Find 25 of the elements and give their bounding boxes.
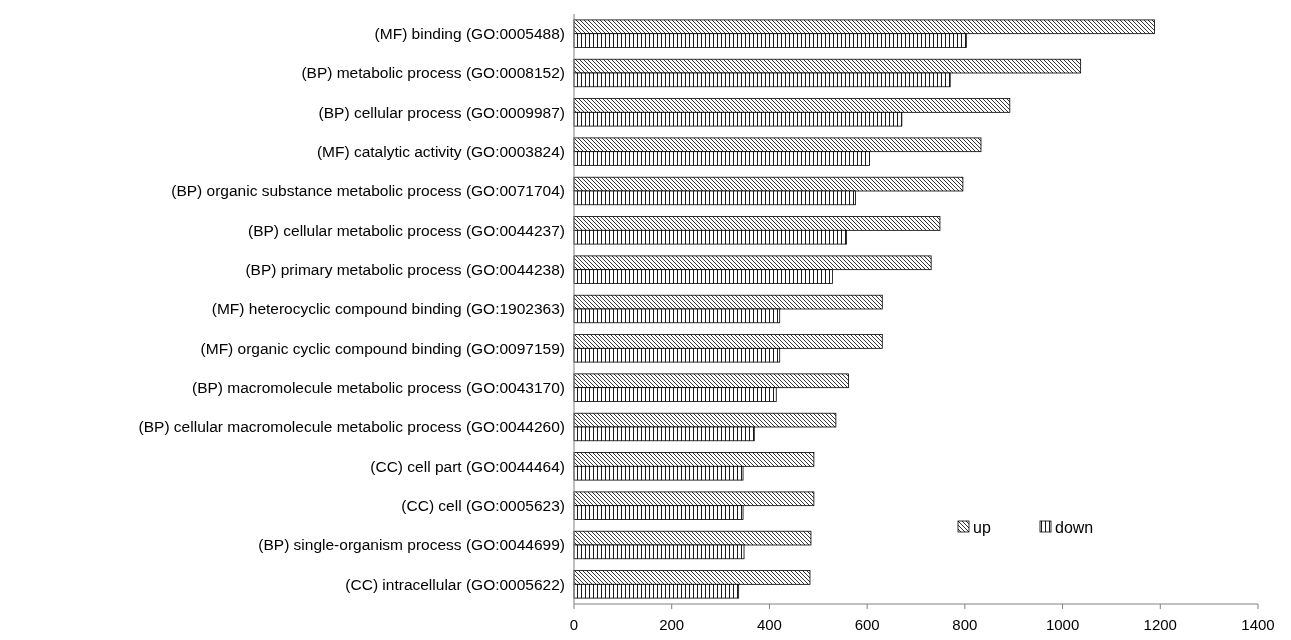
x-tick-label: 0 xyxy=(569,616,579,633)
legend-label: up xyxy=(973,518,991,536)
y-tick-label: (BP) macromolecule metabolic process (GO:0043170) xyxy=(191,379,565,397)
y-tick-label: (BP) cellular macromolecule metabolic process (GO:0044260) xyxy=(138,418,565,436)
x-tick-label: 400 xyxy=(756,616,782,633)
y-tick-label: (MF) catalytic activity (GO:0003824) xyxy=(316,143,565,161)
y-tick-label: (CC) cell (GO:0005623) xyxy=(401,497,565,515)
y-tick-label: (MF) binding (GO:0005488) xyxy=(374,25,565,43)
y-tick-label: (BP) primary metabolic process (GO:0044238) xyxy=(245,261,565,279)
x-tick-label: 200 xyxy=(659,616,685,633)
y-tick-label: (BP) cellular metabolic process (GO:0044237) xyxy=(247,221,565,239)
x-tick-label: 800 xyxy=(952,616,978,633)
y-tick-label: (BP) metabolic process (GO:0008152) xyxy=(301,64,565,82)
x-tick-label: 1000 xyxy=(1045,616,1080,633)
y-tick-label: (BP) cellular process (GO:0009987) xyxy=(318,103,565,121)
y-tick-label: (MF) organic cyclic compound binding (GO:0097159) xyxy=(200,339,565,357)
x-tick-label: 1400 xyxy=(1241,616,1275,633)
y-tick-label: (BP) single-organism process (GO:0044699) xyxy=(258,536,565,554)
x-tick-label: 1200 xyxy=(1143,616,1177,633)
y-tick-label: (BP) organic substance metabolic process (GO:0071704) xyxy=(171,182,565,200)
y-tick-label: (MF) heterocyclic compound binding (GO:1902363) xyxy=(211,300,565,318)
x-tick-label: 600 xyxy=(854,616,880,633)
y-tick-label: (CC) intracellular (GO:0005622) xyxy=(345,575,565,593)
legend-label: down xyxy=(1055,518,1094,536)
y-tick-label: (CC) cell part (GO:0044464) xyxy=(370,457,565,475)
